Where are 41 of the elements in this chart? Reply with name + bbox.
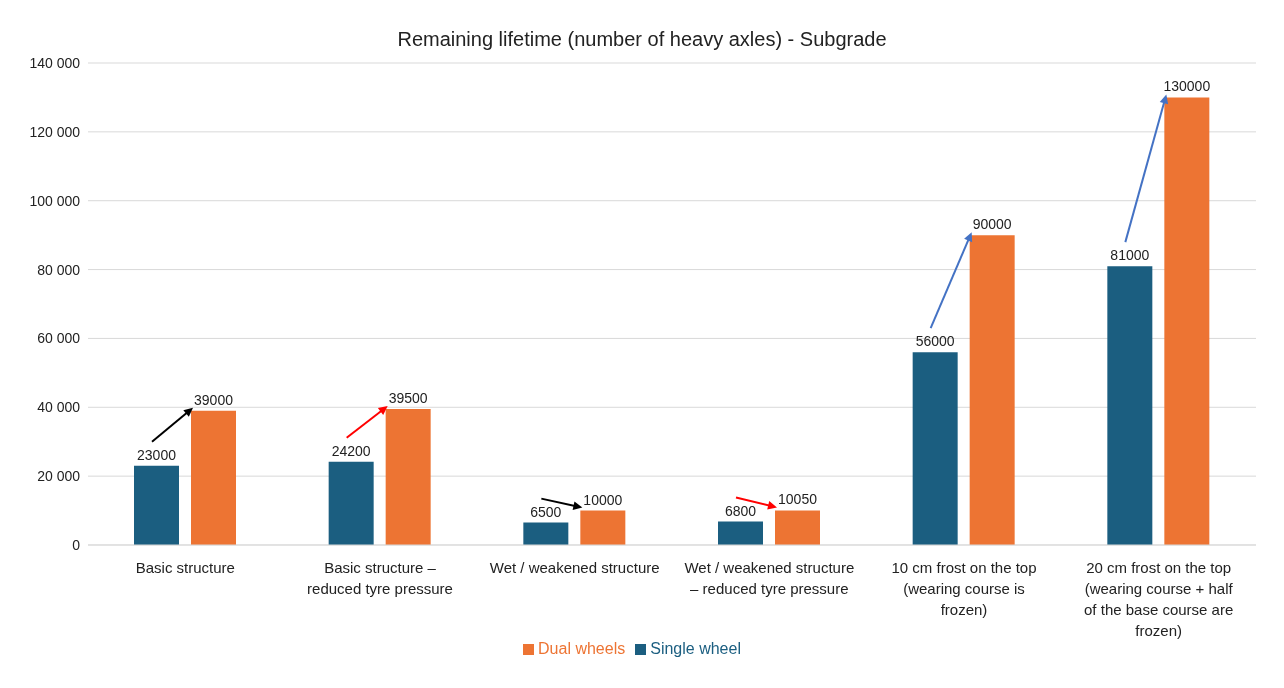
chart-title: Remaining lifetime (number of heavy axles) - Subgrade — [396, 28, 888, 51]
data-label: 6500 — [530, 503, 562, 520]
legend-label: Dual wheels — [538, 640, 626, 657]
y-tick-label: 80 000 — [37, 261, 81, 278]
bar — [718, 521, 763, 545]
legend-label: Single wheel — [650, 640, 741, 657]
bar — [1107, 266, 1153, 545]
x-tick-label: Basic structure — [135, 559, 235, 576]
data-label: 81000 — [1110, 247, 1150, 264]
bar — [775, 510, 820, 545]
data-label: 39500 — [388, 390, 428, 407]
data-label: 23000 — [137, 446, 177, 463]
y-tick-label: 100 000 — [29, 192, 81, 209]
bar — [912, 352, 958, 545]
y-tick-label: 140 000 — [29, 54, 81, 71]
data-label: 10050 — [778, 491, 818, 508]
y-tick-label: 20 000 — [37, 468, 81, 485]
bar — [328, 461, 374, 545]
x-tick-label: Basic structure – reduced tyre pressure — [307, 559, 453, 597]
y-tick-label: 0 — [72, 536, 81, 553]
y-tick-label: 120 000 — [29, 123, 81, 140]
data-label: 6800 — [724, 502, 757, 519]
bar — [134, 465, 179, 545]
y-tick-label: 60 000 — [37, 330, 81, 347]
bar — [969, 235, 1015, 545]
x-tick-label: Wet / weakened structure – reduced tyre pressure — [684, 559, 855, 597]
data-label: 39000 — [194, 391, 234, 408]
data-label: 56000 — [915, 333, 955, 350]
bar — [191, 410, 236, 545]
x-tick-label: Wet / weakened structure — [489, 559, 660, 576]
x-tick-label: 10 cm frost on the top (wearing course is frozen) — [891, 559, 1037, 618]
bar — [523, 522, 569, 545]
data-label: 130000 — [1163, 78, 1211, 95]
bar — [385, 409, 431, 545]
y-tick-label: 40 000 — [37, 399, 81, 416]
data-label: 10000 — [583, 491, 623, 508]
bar — [580, 510, 626, 545]
x-tick-label: 20 cm frost on the top (wearing course + half of the base course are frozen) — [1084, 559, 1234, 639]
data-label: 24200 — [331, 442, 371, 459]
data-label: 90000 — [972, 216, 1012, 233]
bar — [1164, 97, 1210, 545]
